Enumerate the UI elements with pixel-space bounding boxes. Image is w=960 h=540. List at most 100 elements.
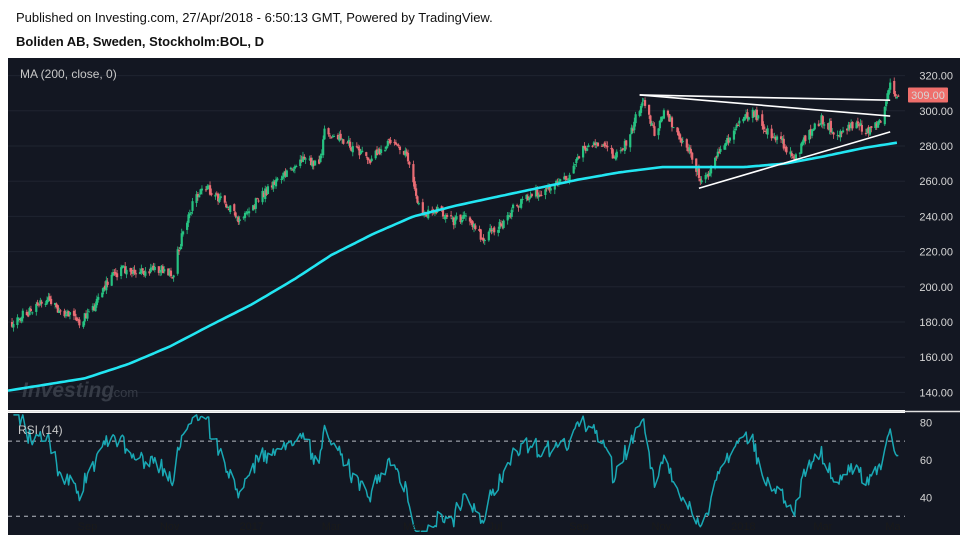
candle-body (138, 272, 142, 275)
candle-body (812, 129, 815, 131)
candle-body (631, 128, 635, 131)
candle-body (615, 151, 618, 158)
ma-indicator-label: MA (200, close, 0) (20, 67, 117, 81)
candle-body (642, 100, 645, 102)
candle-body (369, 159, 372, 163)
candle-body (845, 128, 849, 131)
candle-body (377, 150, 380, 154)
candle-body (897, 95, 900, 97)
candle-body (367, 159, 371, 161)
candle-body (472, 223, 476, 228)
candle-body (753, 111, 756, 117)
candle-body (283, 172, 286, 178)
candle-body (801, 141, 804, 145)
price-axis[interactable] (905, 58, 960, 535)
candle-body (281, 176, 284, 179)
candle-body (388, 139, 391, 141)
candle-body (235, 216, 239, 218)
candle-body (864, 132, 868, 134)
candle-body (596, 142, 600, 146)
candle-body (594, 142, 597, 145)
candle-body (206, 185, 209, 190)
candle-body (773, 137, 776, 139)
candle-body (743, 116, 746, 121)
candle-body (510, 209, 513, 217)
candle-body (766, 128, 769, 135)
candle-body (167, 268, 170, 276)
candle-body (848, 124, 851, 129)
candle-body (568, 174, 571, 181)
candle-body (827, 123, 830, 130)
candle-body (361, 150, 364, 153)
candle-body (215, 193, 218, 195)
candle-body (600, 145, 604, 147)
candle-body (397, 144, 400, 146)
candle-body (529, 195, 532, 198)
candle-body (573, 164, 577, 166)
candle-body (657, 128, 660, 136)
candle-body (555, 180, 558, 184)
candle-body (342, 139, 345, 144)
candle-body (323, 128, 326, 140)
rsi-pane[interactable] (8, 413, 905, 535)
candle-body (850, 123, 853, 128)
candle-body (451, 218, 454, 220)
candle-body (134, 273, 138, 275)
candle-body (199, 189, 202, 195)
candle-body (828, 122, 831, 130)
candle-body (68, 312, 72, 315)
rsi-tick-label: 40 (920, 492, 932, 504)
price-tick-label: 240.00 (919, 211, 953, 223)
candle-body (404, 150, 407, 156)
candle-body (74, 313, 77, 317)
candle-body (379, 149, 383, 153)
candle-body (149, 267, 152, 272)
candle-body (121, 265, 124, 269)
candle-body (176, 249, 179, 274)
candle-body (270, 185, 274, 188)
candle-body (638, 111, 641, 116)
candle-body (159, 270, 162, 273)
candle-body (738, 120, 741, 124)
candle-body (697, 168, 701, 178)
candle-body (350, 147, 353, 152)
candle-body (299, 159, 302, 167)
candle-body (292, 169, 295, 171)
candle-body (234, 212, 237, 217)
candle-body (308, 158, 311, 160)
candle-body (746, 112, 749, 119)
candle-body (789, 151, 792, 155)
candle-body (245, 212, 248, 214)
candle-body (855, 122, 858, 129)
candle-body (223, 195, 226, 203)
candle-body (483, 240, 486, 242)
candle-body (291, 169, 294, 171)
candle-body (687, 147, 690, 152)
candle-body (293, 166, 296, 169)
candle-body (25, 311, 28, 316)
candle-body (757, 115, 760, 119)
time-tick-label: Mar (813, 521, 832, 533)
candle-body (319, 155, 322, 163)
candle-body (851, 121, 854, 129)
candle-body (389, 139, 392, 144)
candle-body (817, 123, 820, 127)
price-tick-label: 220.00 (919, 247, 953, 259)
candle-body (416, 196, 419, 203)
candle-body (113, 272, 116, 274)
candle-body (841, 130, 845, 133)
candle-body (63, 310, 66, 317)
candle-body (358, 148, 361, 156)
candle-body (460, 219, 463, 223)
candle-body (114, 272, 117, 275)
candle-body (643, 100, 647, 106)
candle-body (210, 192, 213, 195)
candle-body (445, 214, 449, 217)
candle-body (172, 275, 175, 278)
candle-body (695, 158, 698, 172)
trendline (639, 94, 891, 117)
candle-body (49, 298, 53, 305)
candle-body (549, 188, 552, 191)
candle-body (742, 118, 745, 122)
